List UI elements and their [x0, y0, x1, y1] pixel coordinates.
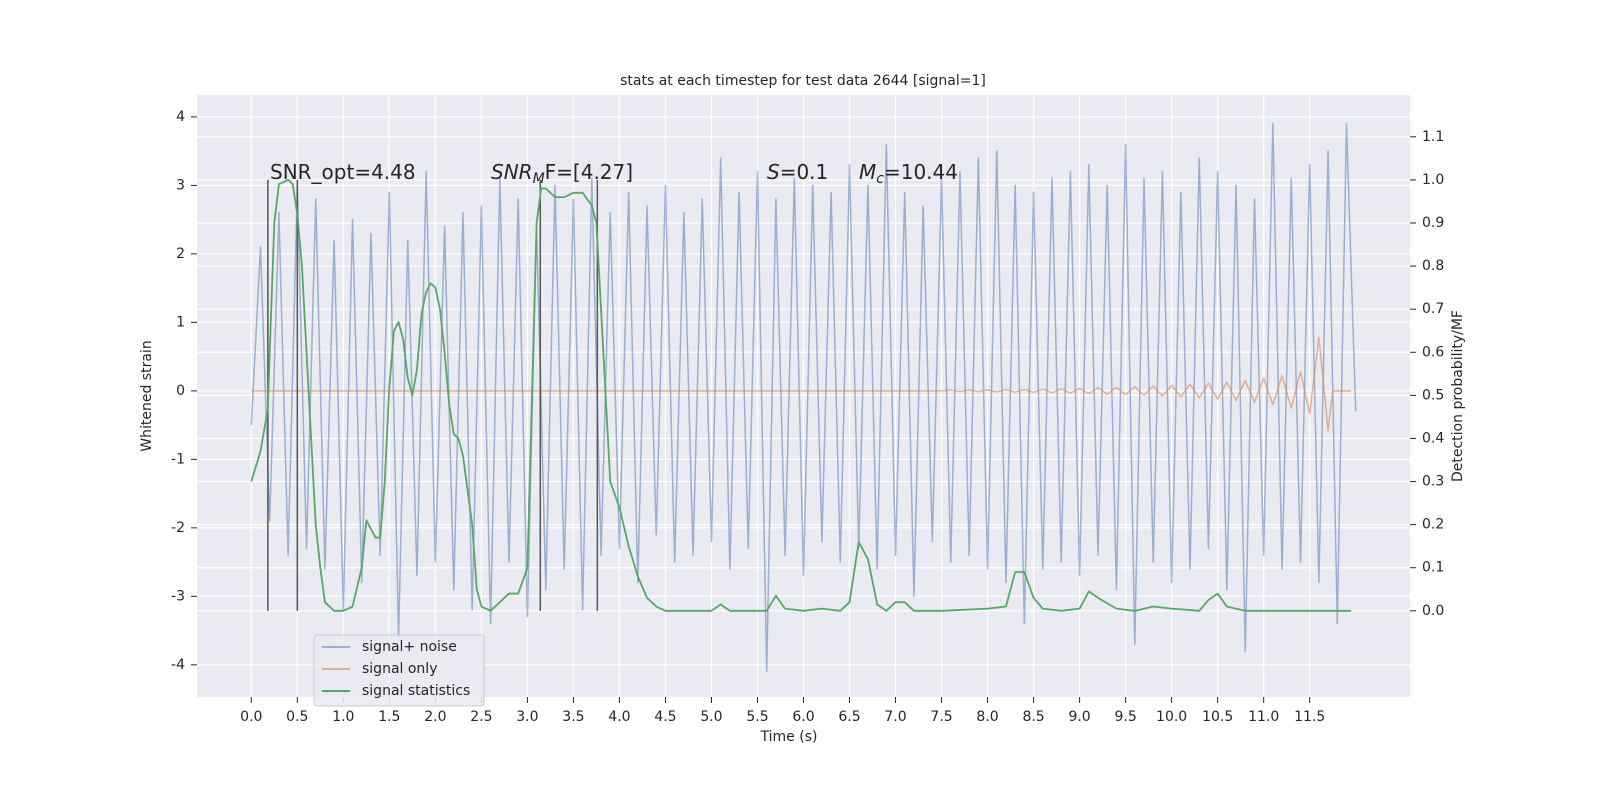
annotation: Mc=10.44 — [859, 160, 958, 188]
y-tick-label: -4 — [171, 657, 185, 673]
y-tick-label: -2 — [171, 520, 185, 536]
x-tick-label: 3.0 — [516, 709, 538, 725]
y2-tick-label: 0.4 — [1422, 430, 1444, 446]
y-tick-label: -1 — [171, 451, 185, 467]
annotation: SNRMF=[4.27] — [491, 160, 633, 188]
y2-tick-label: 1.1 — [1422, 129, 1444, 145]
x-tick-label: 1.0 — [332, 709, 354, 725]
x-tick-label: 3.5 — [562, 709, 584, 725]
x-tick-label: 8.5 — [1022, 709, 1044, 725]
x-tick-label: 5.0 — [700, 709, 722, 725]
x-tick-label: 2.0 — [424, 709, 446, 725]
x-axis-label: Time (s) — [760, 729, 818, 745]
x-tick-label: 7.0 — [884, 709, 906, 725]
x-tick-label: 11.0 — [1248, 709, 1279, 725]
annotation-part: S — [767, 160, 780, 184]
x-tick-label: 0.5 — [286, 709, 308, 725]
y-tick-label: 2 — [176, 246, 185, 262]
y-tick-label: 4 — [176, 109, 185, 125]
annotation: SNR_opt=4.48 — [270, 160, 416, 184]
annotation-part: c — [876, 171, 884, 187]
x-tick-label: 9.5 — [1114, 709, 1136, 725]
x-tick-label: 1.5 — [378, 709, 400, 725]
legend-label: signal statistics — [362, 683, 470, 699]
legend-label: signal only — [362, 661, 437, 677]
y2-tick-label: 0.1 — [1422, 560, 1444, 576]
y2-tick-label: 0.3 — [1422, 474, 1444, 490]
y-tick-label: 3 — [176, 177, 185, 193]
y2-tick-label: 0.6 — [1422, 344, 1444, 360]
annotation-part: M — [859, 160, 876, 184]
x-tick-label: 4.5 — [654, 709, 676, 725]
x-tick-label: 9.0 — [1068, 709, 1090, 725]
annotation-part: SNR_opt=4.48 — [270, 160, 416, 184]
x-tick-label: 6.0 — [792, 709, 814, 725]
x-tick-label: 5.5 — [746, 709, 768, 725]
y-axis-label: Whitened strain — [139, 340, 155, 451]
y-tick-label: -3 — [171, 588, 185, 604]
chart-title: stats at each timestep for test data 264… — [620, 73, 986, 89]
x-tick-label: 10.0 — [1156, 709, 1187, 725]
annotation: S=0.1 — [767, 160, 828, 184]
series-line — [250, 123, 1357, 673]
y2-tick-label: 0.2 — [1422, 517, 1444, 533]
y-tick-label: 0 — [176, 383, 185, 399]
y-tick-label: 1 — [176, 314, 185, 330]
y2-tick-label: 0.8 — [1422, 258, 1444, 274]
x-tick-label: 8.0 — [976, 709, 998, 725]
y2-tick-label: 0.5 — [1422, 387, 1444, 403]
legend-label: signal+ noise — [362, 639, 457, 655]
x-tick-label: 11.5 — [1294, 709, 1325, 725]
x-tick-label: 6.5 — [838, 709, 860, 725]
data — [250, 123, 1357, 673]
series-line — [250, 178, 1352, 612]
x-tick-label: 0.0 — [240, 709, 262, 725]
annotation-part: =10.44 — [884, 160, 958, 184]
x-tick-label: 2.5 — [470, 709, 492, 725]
annotation-part: M — [533, 171, 545, 187]
y2-tick-label: 0.9 — [1422, 215, 1444, 231]
legend-box — [313, 634, 485, 707]
y2-axis-label: Detection probability/MF — [1450, 310, 1466, 482]
y2-tick-label: 1.0 — [1422, 172, 1444, 188]
y2-tick-label: 0.0 — [1422, 603, 1444, 619]
axes: 0.0 0.5 1.0 1.5 2.0 2.5 3.0 3.5 4.0 4.5 5.0 5.5 6.0 6… — [171, 109, 1444, 725]
x-tick-label: 10.5 — [1202, 709, 1233, 725]
series-line — [251, 336, 1352, 432]
legend: signal+ noise signal only signal statistic… — [313, 634, 485, 707]
x-tick-label: 7.5 — [930, 709, 952, 725]
y2-tick-label: 0.7 — [1422, 301, 1444, 317]
annotation-part: F=[4.27] — [545, 160, 633, 184]
x-tick-label: 4.0 — [608, 709, 630, 725]
annotation-part: =0.1 — [780, 160, 829, 184]
annotation-part: SNR — [491, 160, 533, 184]
